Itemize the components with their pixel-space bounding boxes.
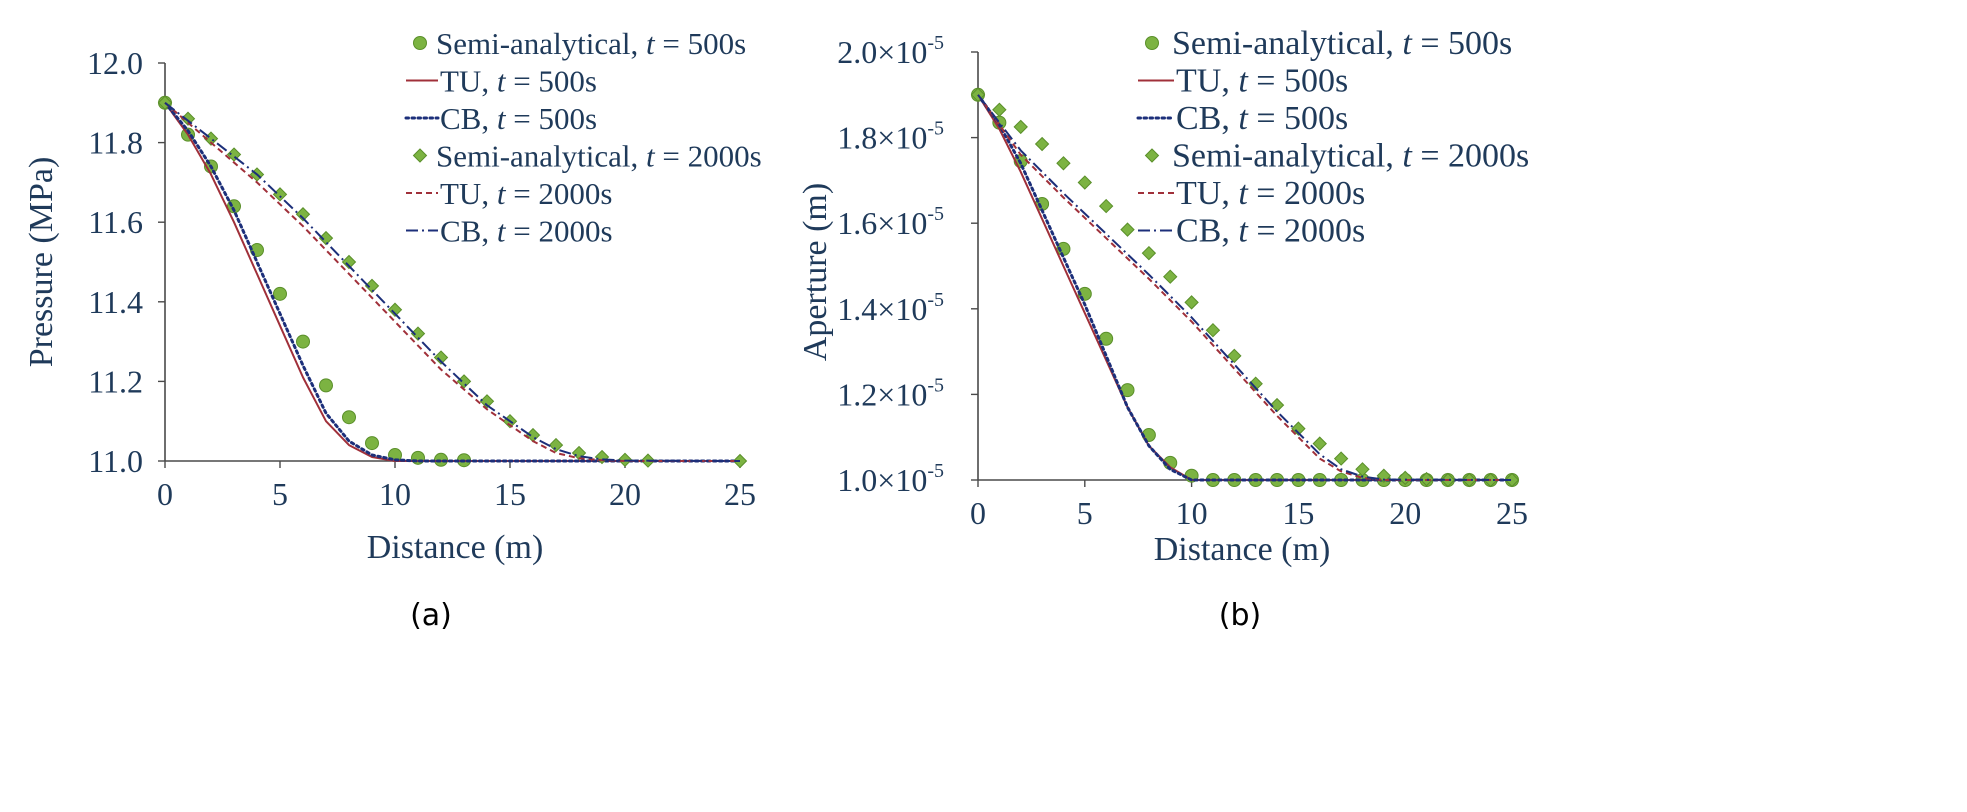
y-tick-label: 11.2	[88, 363, 143, 399]
series-line	[164, 102, 740, 462]
data-point-diamond	[387, 302, 403, 317]
y-tick-label: 2.0×10-5	[837, 32, 944, 70]
legend-label: CB, t = 2000s	[440, 214, 613, 249]
data-point-diamond	[1291, 421, 1306, 436]
y-tick-label: 1.4×10-5	[837, 289, 944, 327]
data-point-diamond	[1333, 451, 1349, 466]
y-tick-label: 1.0×10-5	[837, 460, 944, 498]
series-line	[977, 94, 1512, 481]
y-tick-label: 11.4	[88, 284, 143, 320]
y-axis-title: Pressure (MPa)	[23, 157, 60, 368]
series-line	[976, 93, 1514, 482]
legend-swatch-circle	[1145, 36, 1159, 50]
data-point-diamond	[1355, 462, 1370, 477]
x-tick-label: 0	[970, 495, 986, 531]
legend-label: TU, t = 2000s	[1176, 175, 1365, 212]
data-point-diamond	[1098, 198, 1114, 214]
data-point-diamond	[1397, 470, 1413, 486]
panel-b-chart: 0 5 10 15 20 25 1.0×10-5 1.2×10-5 1.4×10-5 1.6×10…	[797, 25, 1529, 633]
data-point-diamond	[272, 187, 288, 202]
data-point-diamond	[1034, 136, 1050, 152]
data-point-circle	[296, 334, 310, 349]
y-tick-label: 12.0	[87, 45, 143, 81]
x-tick-label: 20	[1389, 495, 1421, 531]
x-tick-label: 15	[494, 476, 526, 512]
x-axis-title: Distance (m)	[367, 529, 544, 566]
x-tick-label: 5	[1077, 495, 1093, 531]
panel-label: (a)	[410, 598, 452, 633]
x-tick-label: 25	[1496, 495, 1528, 531]
data-point-diamond	[341, 254, 357, 270]
data-point-diamond	[1269, 397, 1285, 413]
legend-swatch-diamond	[412, 148, 428, 163]
series-line	[164, 102, 741, 462]
y-tick-label: 1.6×10-5	[837, 203, 944, 241]
legend-swatch-diamond	[1144, 148, 1160, 163]
data-point-diamond	[1184, 295, 1199, 310]
legend-label: TU, t = 500s	[1176, 63, 1348, 100]
data-point-diamond	[456, 374, 472, 389]
y-axis-title: Aperture (m)	[797, 183, 834, 361]
legend-label: Semi-analytical, t = 500s	[436, 26, 746, 61]
data-point-diamond	[1056, 156, 1071, 171]
legend-label: CB, t = 500s	[1176, 100, 1348, 137]
x-tick-label: 20	[609, 476, 641, 512]
series-markers	[158, 95, 471, 468]
data-point-diamond	[1120, 222, 1135, 237]
series-line	[977, 94, 1512, 481]
data-point-circle	[365, 436, 379, 451]
data-point-diamond	[364, 278, 380, 294]
data-point-diamond	[1205, 322, 1221, 338]
x-tick-label: 25	[724, 476, 756, 512]
data-point-diamond	[1141, 245, 1157, 261]
legend-label: Semi-analytical, t = 500s	[1172, 25, 1512, 62]
data-point-circle	[273, 286, 287, 301]
data-point-diamond	[992, 102, 1007, 117]
data-point-diamond	[1077, 175, 1093, 190]
legend-swatch-circle	[413, 36, 427, 50]
series-line	[977, 94, 1513, 481]
data-point-diamond	[318, 230, 334, 246]
y-tick-label: 11.6	[88, 204, 143, 240]
data-point-diamond	[1227, 348, 1242, 364]
panel-a-chart: 0 5 10 15 20 25 11.0 11.2 11.4 11.6 11.8 12.0 Distan…	[23, 26, 762, 633]
data-point-circle	[342, 410, 356, 425]
y-tick-label: 1.2×10-5	[837, 374, 944, 412]
x-tick-label: 15	[1282, 495, 1314, 531]
x-tick-label: 10	[1176, 495, 1208, 531]
data-point-diamond	[1312, 436, 1327, 451]
x-tick-label: 10	[379, 476, 411, 512]
panel-label: (b)	[1219, 598, 1261, 633]
x-tick-label: 0	[157, 476, 173, 512]
series-line	[163, 101, 742, 463]
legend-label: Semi-analytical, t = 2000s	[436, 139, 762, 174]
legend-label: Semi-analytical, t = 2000s	[1172, 138, 1529, 175]
data-point-diamond	[1013, 119, 1028, 135]
legend-label: CB, t = 2000s	[1176, 213, 1365, 250]
x-axis-title: Distance (m)	[1154, 531, 1331, 568]
data-point-diamond	[1504, 472, 1520, 488]
data-point-diamond	[1163, 269, 1178, 284]
data-point-diamond	[410, 326, 426, 341]
data-point-diamond	[548, 437, 564, 453]
data-point-diamond	[1248, 376, 1263, 391]
data-point-diamond	[433, 350, 449, 365]
y-tick-label: 11.0	[88, 443, 143, 479]
data-point-diamond	[295, 207, 311, 222]
data-point-circle	[319, 378, 333, 393]
y-tick-label: 11.8	[88, 125, 143, 161]
legend-label: CB, t = 500s	[440, 101, 597, 136]
y-tick-label: 1.8×10-5	[837, 118, 944, 156]
legend-label: TU, t = 500s	[440, 64, 597, 99]
x-tick-label: 5	[272, 476, 288, 512]
data-point-diamond	[479, 394, 495, 409]
legend-label: TU, t = 2000s	[440, 176, 613, 211]
